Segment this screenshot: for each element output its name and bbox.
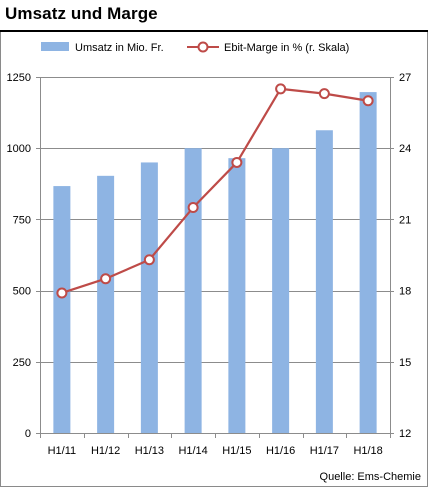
x-tick-label: H1/11 xyxy=(48,445,77,457)
margin-point-H1-13 xyxy=(143,254,155,266)
right-tick-label: 12 xyxy=(399,428,411,440)
x-tick-label: H1/18 xyxy=(353,445,382,457)
left-tick-label: 0 xyxy=(25,428,31,440)
right-tick-label: 15 xyxy=(399,357,411,369)
margin-point-H1-14 xyxy=(187,202,199,214)
bar-H1-13 xyxy=(140,162,158,433)
right-tick-label: 24 xyxy=(399,143,411,155)
x-tick-label: H1/12 xyxy=(91,445,120,457)
bar-H1-12 xyxy=(97,175,115,433)
axes xyxy=(36,77,394,438)
x-tick-label: H1/16 xyxy=(266,445,295,457)
left-tick-label: 250 xyxy=(13,357,31,369)
margin-point-H1-11 xyxy=(56,287,68,299)
title-divider xyxy=(0,30,428,32)
right-tick-label: 27 xyxy=(399,72,411,84)
margin-point-H1-12 xyxy=(100,273,112,285)
legend-label-margin: Ebit-Marge in % (r. Skala) xyxy=(224,42,349,54)
x-tick-label: H1/13 xyxy=(135,445,164,457)
bar-H1-16 xyxy=(272,148,290,433)
tick-labels: 0 250 500 750 1000 1250 12 15 18 21 24 27 H1/11 H1/12… xyxy=(7,72,412,457)
bar-H1-17 xyxy=(315,130,333,433)
gridlines xyxy=(40,77,390,363)
left-tick-label: 500 xyxy=(13,286,31,298)
x-tick-label: H1/14 xyxy=(178,445,207,457)
bar-series xyxy=(53,92,377,434)
bar-H1-18 xyxy=(359,92,377,434)
legend: Umsatz in Mio. Fr. Ebit-Marge in % (r. S… xyxy=(41,41,349,54)
margin-point-H1-17 xyxy=(318,88,330,100)
source-note: Quelle: Ems-Chemie xyxy=(320,471,421,483)
legend-label-revenue: Umsatz in Mio. Fr. xyxy=(75,42,164,54)
bar-H1-14 xyxy=(184,148,202,433)
margin-point-H1-15 xyxy=(231,156,243,168)
line-series xyxy=(56,83,374,299)
x-tick-label: H1/17 xyxy=(310,445,339,457)
right-tick-label: 21 xyxy=(399,214,411,226)
margin-point-H1-16 xyxy=(275,83,287,95)
bar-H1-15 xyxy=(228,158,246,433)
left-tick-label: 750 xyxy=(13,214,31,226)
right-tick-label: 18 xyxy=(399,286,411,298)
x-tick-label: H1/15 xyxy=(222,445,251,457)
margin-line xyxy=(61,87,369,295)
legend-swatch-revenue xyxy=(41,42,69,51)
chart-title: Umsatz und Marge xyxy=(5,4,158,23)
legend-marker-margin xyxy=(197,41,209,53)
margin-point-H1-18 xyxy=(362,95,374,107)
left-tick-label: 1000 xyxy=(7,143,31,155)
bar-H1-11 xyxy=(53,186,71,433)
left-tick-label: 1250 xyxy=(7,72,31,84)
